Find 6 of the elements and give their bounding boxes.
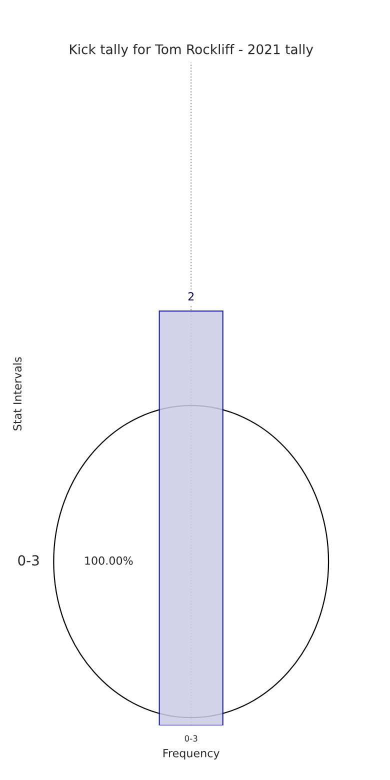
x-axis-title: Frequency xyxy=(163,749,220,760)
data-label: 2 xyxy=(188,292,194,300)
slice-label: 0-3 xyxy=(18,555,39,566)
chart-title: Kick tally for Tom Rockliff - 2021 tally xyxy=(70,44,314,57)
y-axis-title: Stat Intervals xyxy=(12,357,22,430)
data-label: 100.00% xyxy=(85,556,133,565)
